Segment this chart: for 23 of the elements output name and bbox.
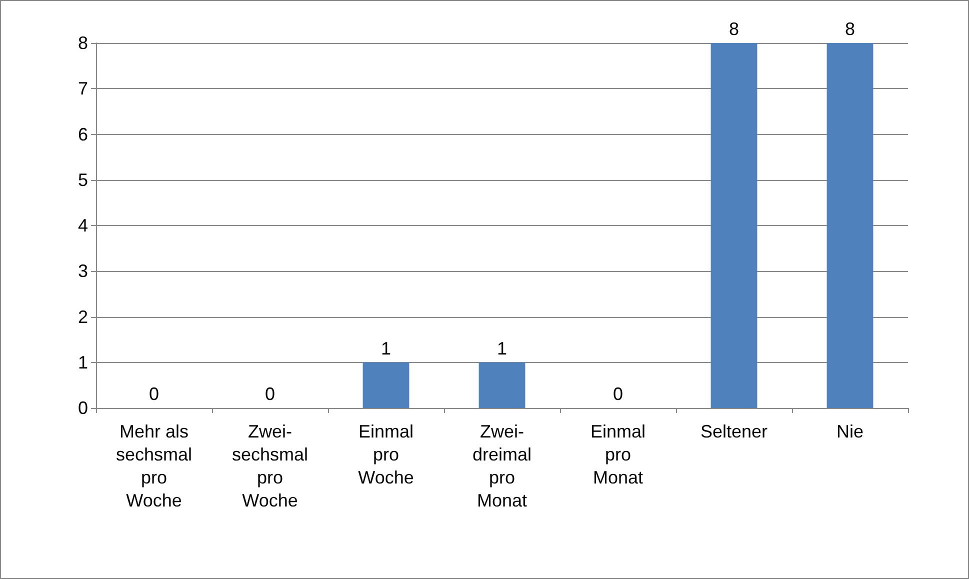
data-label: 0 bbox=[264, 384, 276, 404]
data-label: 1 bbox=[380, 338, 392, 358]
x-tick-label: Zwei- sechsmal pro Woche bbox=[232, 422, 308, 510]
x-tick-label: Nie bbox=[836, 422, 864, 442]
y-tick-label: 8 bbox=[78, 33, 88, 53]
y-tick-label: 3 bbox=[78, 261, 88, 282]
data-label: 8 bbox=[844, 19, 856, 39]
y-tick-label: 6 bbox=[78, 124, 88, 144]
y-tick-label: 0 bbox=[78, 398, 88, 418]
y-tick-label: 2 bbox=[78, 306, 88, 327]
data-label: 0 bbox=[148, 384, 160, 404]
data-label: 0 bbox=[612, 384, 624, 404]
x-tick-label: Zwei- dreimal pro Monat bbox=[472, 422, 532, 510]
y-tick-label: 5 bbox=[78, 170, 88, 190]
y-tick-label: 7 bbox=[78, 78, 88, 99]
x-tick-label: Einmal pro Monat bbox=[590, 422, 646, 488]
x-tick-label: Mehr als sechsmal pro Woche bbox=[116, 422, 192, 510]
x-tick-label: Seltener bbox=[700, 422, 768, 442]
y-tick-label: 1 bbox=[78, 352, 88, 372]
x-tick-label: Einmal pro Woche bbox=[358, 422, 414, 488]
data-label: 8 bbox=[728, 19, 740, 39]
y-tick-label: 4 bbox=[78, 216, 88, 236]
data-label: 1 bbox=[496, 338, 508, 358]
